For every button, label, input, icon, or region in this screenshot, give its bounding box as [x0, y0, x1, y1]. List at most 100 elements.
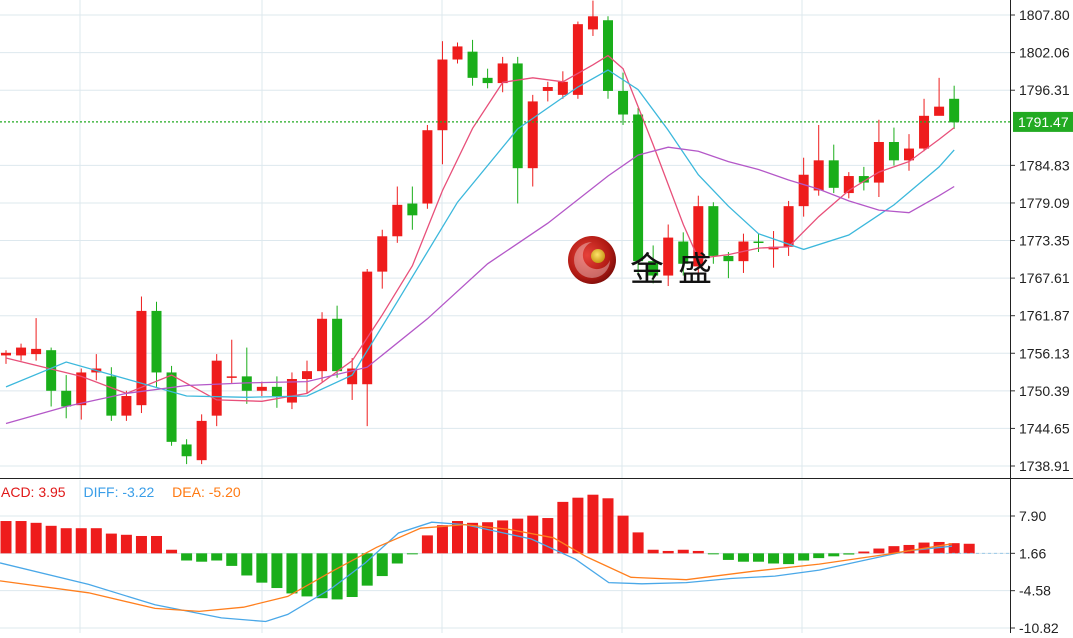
current-price-tag [1013, 111, 1073, 132]
macd-bar [301, 553, 313, 597]
candle-body [121, 396, 132, 416]
candle-body [678, 241, 689, 264]
candle-body [271, 386, 282, 397]
candle-body [888, 142, 899, 161]
candle-body [332, 318, 343, 372]
ma5-line [5, 54, 955, 402]
candle-body [858, 176, 869, 183]
candle-body [723, 255, 734, 262]
candle-body [362, 271, 373, 385]
candle-body [286, 378, 297, 403]
candle-body [256, 386, 267, 391]
y-tick-label: 1761.87 [1019, 308, 1070, 324]
macd-y-tick-label: 7.90 [1019, 508, 1046, 524]
macd-bar [452, 521, 463, 554]
candle-body [934, 106, 945, 116]
macd-bar [90, 528, 102, 554]
macd-bar [497, 520, 509, 554]
candle-body [557, 81, 568, 95]
candle-body [31, 348, 42, 355]
candle-body [542, 87, 553, 91]
logo-wordmark: 金盛 [630, 250, 726, 290]
macd-bar [888, 546, 900, 554]
candle-body [843, 176, 854, 194]
candle-body [587, 16, 598, 30]
candle-body [46, 350, 57, 391]
macd-bar [391, 553, 403, 564]
candle-body [76, 372, 87, 406]
candle-body [633, 114, 644, 262]
y-tick-label: 1802.06 [1019, 45, 1070, 61]
macd-bar [60, 528, 72, 554]
macd-bar [572, 497, 584, 554]
candle-body [452, 46, 463, 60]
candle-body [919, 115, 930, 149]
macd-bar [0, 521, 12, 554]
macd-bar [120, 534, 132, 554]
diff-label: DIFF: -3.22 [83, 484, 155, 500]
macd-bar [331, 553, 343, 600]
candle-body [648, 261, 659, 276]
macd-bar [828, 553, 840, 557]
candle-body [392, 204, 403, 237]
macd-bar [542, 518, 554, 554]
y-tick-label: 1744.65 [1019, 420, 1070, 436]
macd-bar [482, 522, 494, 554]
macd-bar [632, 532, 644, 554]
macd-bar [737, 553, 749, 562]
candle-body [482, 77, 493, 84]
macd-bar [467, 522, 479, 554]
macd-bar [662, 550, 674, 554]
macd-bar [692, 550, 704, 554]
candle-body [828, 160, 839, 188]
candle-body [407, 203, 418, 216]
y-tick-label: 1756.13 [1019, 345, 1070, 361]
macd-bar [617, 515, 629, 554]
macd-bar [105, 533, 117, 554]
candle-body [181, 444, 192, 457]
macd-bar [843, 553, 855, 555]
macd-bar [406, 553, 418, 555]
macd-bar [75, 528, 87, 554]
y-tick-label: 1807.80 [1019, 7, 1070, 23]
macd-y-tick-label: 1.66 [1019, 545, 1046, 561]
dea-line [0, 523, 953, 613]
candle-body [1, 352, 11, 356]
macd-bar [903, 544, 915, 554]
macd-bar [963, 543, 975, 554]
y-tick-label: 1773.35 [1019, 233, 1070, 249]
candle-body [211, 360, 222, 416]
macd-bar [256, 553, 268, 583]
macd-bar [873, 548, 885, 554]
candle-body [949, 98, 960, 123]
candle-body [151, 310, 162, 373]
candle-body [61, 390, 72, 407]
candle-body [16, 347, 27, 356]
macd-bar [45, 525, 57, 554]
y-tick-label: 1750.39 [1019, 383, 1070, 399]
candle-body [166, 372, 177, 442]
macd-bar [271, 553, 283, 589]
candle-body [422, 130, 433, 204]
y-tick-label: 1779.09 [1019, 195, 1070, 211]
macd-bar [798, 553, 810, 561]
macd-bar [602, 498, 614, 554]
candle-body [196, 420, 207, 461]
macd-bar [587, 494, 599, 554]
diff-line [0, 521, 953, 623]
macd-bar [346, 553, 358, 598]
candle-body [512, 63, 523, 169]
candle-body [497, 63, 508, 84]
macd-bar [361, 553, 373, 586]
candle-body [317, 318, 328, 372]
candle-body [904, 148, 914, 161]
macd-bar [753, 553, 764, 562]
macd-bar [722, 553, 734, 560]
candle-body [753, 241, 764, 244]
macd-bar [707, 553, 719, 555]
macd-bar [196, 553, 208, 562]
macd-label: ACD: 3.95 [1, 484, 66, 500]
dea-label: DEA: -5.20 [172, 484, 241, 500]
candle-body [708, 206, 719, 256]
macd-bar [858, 551, 870, 554]
